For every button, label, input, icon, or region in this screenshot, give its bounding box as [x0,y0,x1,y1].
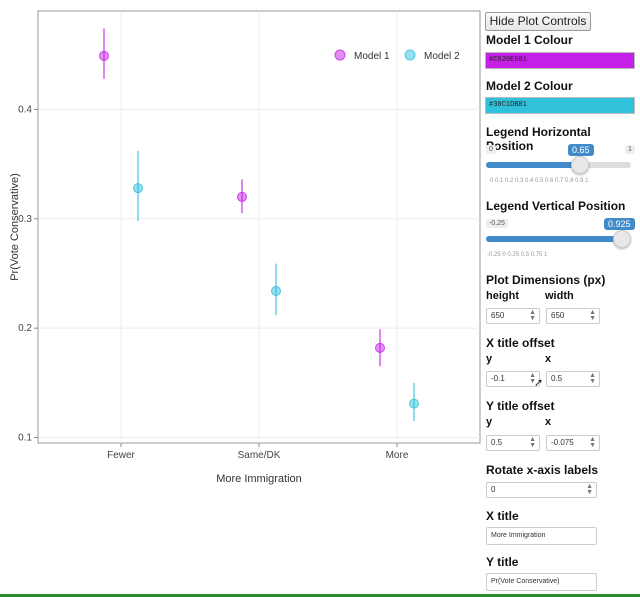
y-offset-y-spinner-icon[interactable]: ▲ ▼ [529,436,536,449]
y-tick-label: 0.2 [18,323,32,334]
y-offset-x-label: x [545,416,552,428]
x-tick-label: More [386,450,409,461]
x-offset-y-value: -0.1 [491,374,505,383]
y-title-input[interactable]: Pr(Vote Conservative) [486,573,597,591]
y-title-label: Y title [486,555,519,569]
legend-h-max: 1 [625,145,635,154]
y-axis-title: Pr(Vote Conservative) [9,173,21,281]
chart: 0.1 0.2 0.3 0.4 Fewer Same/DK More More Immigra… [9,10,481,485]
data-point [99,50,109,61]
y-tick-label: 0.1 [18,433,32,444]
y-title-offset-label: Y title offset [486,399,555,413]
x-offset-y-spinner-icon[interactable]: ▲ ▼ [529,372,536,385]
height-label: height [486,290,519,302]
legend-h-handle[interactable] [571,156,590,174]
legend-marker [404,49,416,61]
data-point [133,183,143,194]
y-offset-x-input[interactable]: -0.075 ▲ ▼ [546,435,600,451]
x-title-offset-label: X title offset [486,336,555,350]
x-offset-x-label: x [545,353,552,365]
data-point [237,191,247,202]
legend-v-ticks: -0.25 0 0.25 0.5 0.75 1 [487,252,548,258]
width-label: width [545,290,574,302]
height-value: 650 [491,311,505,320]
x-offset-x-input[interactable]: 0.5 ▲ ▼ [546,371,600,387]
model1-colour-label: Model 1 Colour [486,33,573,47]
y-offset-y-label: y [486,416,493,428]
legend-v-fill [486,236,623,242]
rotate-spinner-icon[interactable]: ▲ ▼ [586,483,593,496]
x-offset-y-label: y [486,353,493,365]
plot-area: 0.1 0.2 0.3 0.4 Fewer Same/DK More More Immigra… [9,10,481,485]
legend-h-value: 0.65 [568,144,594,156]
legend-h-min: 0 [486,145,496,154]
legend-label: Model 1 [354,51,390,62]
data-point [271,285,281,296]
model1-colour-input[interactable]: #C520E681 [485,52,635,69]
width-spinner-icon[interactable]: ▲ ▼ [589,309,596,322]
legend-horizontal-label: Legend Horizontal Position [486,125,591,153]
data-point [375,342,385,353]
width-value: 650 [551,311,565,320]
width-input[interactable]: 650 ▲ ▼ [546,308,600,324]
legend-h-ticks: 0 0.1 0.2 0.3 0.4 0.5 0.6 0.7 0.8 0.9 1 [490,178,589,184]
legend-v-handle[interactable] [613,230,632,248]
x-offset-x-spinner-icon[interactable]: ▲ ▼ [589,372,596,385]
x-title-label: X title [486,509,519,523]
model2-colour-label: Model 2 Colour [486,79,573,93]
rotate-value: 0 [491,485,496,494]
y-offset-y-value: 0.5 [491,438,503,447]
rotate-input[interactable]: 0 ▲ ▼ [486,482,597,498]
legend-vertical-label: Legend Vertical Position [486,199,626,213]
plot-dimensions-label: Plot Dimensions (px) [486,273,606,287]
x-tick-label: Same/DK [238,450,281,461]
y-offset-x-value: -0.075 [551,438,574,447]
x-offset-y-input[interactable]: -0.1 ▲ ▼ [486,371,540,387]
bottom-border [0,594,640,597]
legend-h-fill [486,162,581,168]
rotate-x-labels-label: Rotate x-axis labels [486,463,599,477]
x-title-input[interactable]: More Immigration [486,527,597,545]
legend-v-min: -0.25 [486,219,508,228]
mouse-cursor-icon: ➚ [534,377,544,389]
hide-plot-controls-button[interactable]: Hide Plot Controls [485,12,591,31]
height-spinner-icon[interactable]: ▲ ▼ [529,309,536,322]
x-offset-x-value: 0.5 [551,374,563,383]
legend-label: Model 2 [424,51,460,62]
x-tick-label: Fewer [107,450,135,461]
y-offset-y-input[interactable]: 0.5 ▲ ▼ [486,435,540,451]
y-tick-label: 0.3 [18,214,32,225]
legend-marker [334,49,346,61]
y-tick-label: 0.4 [18,104,32,115]
model2-colour-input[interactable]: #30C1DB81 [485,97,635,114]
data-point [409,398,419,409]
legend-v-value: 0.925 [604,218,635,230]
x-axis-title: More Immigration [216,473,302,485]
y-offset-x-spinner-icon[interactable]: ▲ ▼ [589,436,596,449]
height-input[interactable]: 650 ▲ ▼ [486,308,540,324]
